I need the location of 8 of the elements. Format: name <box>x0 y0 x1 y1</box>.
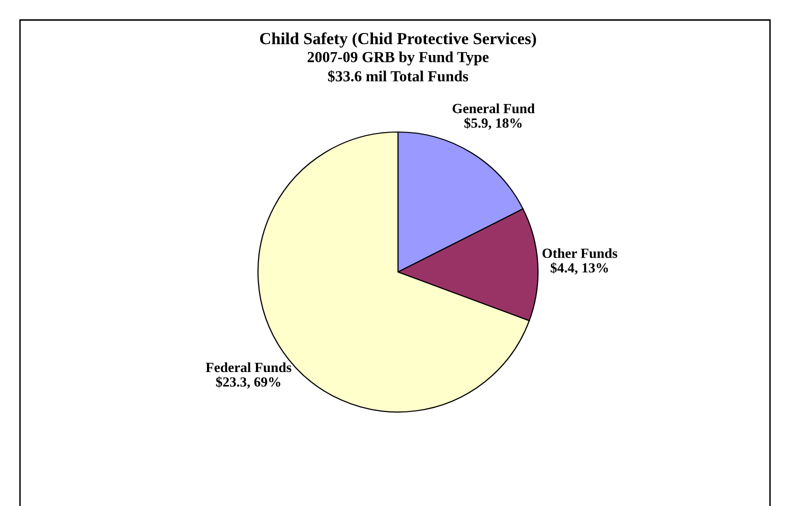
chart-subtitle: 2007-09 GRB by Fund Type $33.6 mil Total Funds <box>308 51 489 82</box>
slice-label: General Fund <box>452 103 535 114</box>
data-label: $4.4, 13% <box>550 262 608 275</box>
data-label: $23.3, 69% <box>216 376 280 389</box>
chart-title: Child Safety (Chid Protective Services) <box>260 32 536 48</box>
data-label: $5.9, 18% <box>464 118 522 130</box>
slice-label: Other Funds <box>542 248 618 258</box>
slice-label: Federal Funds <box>206 362 292 372</box>
